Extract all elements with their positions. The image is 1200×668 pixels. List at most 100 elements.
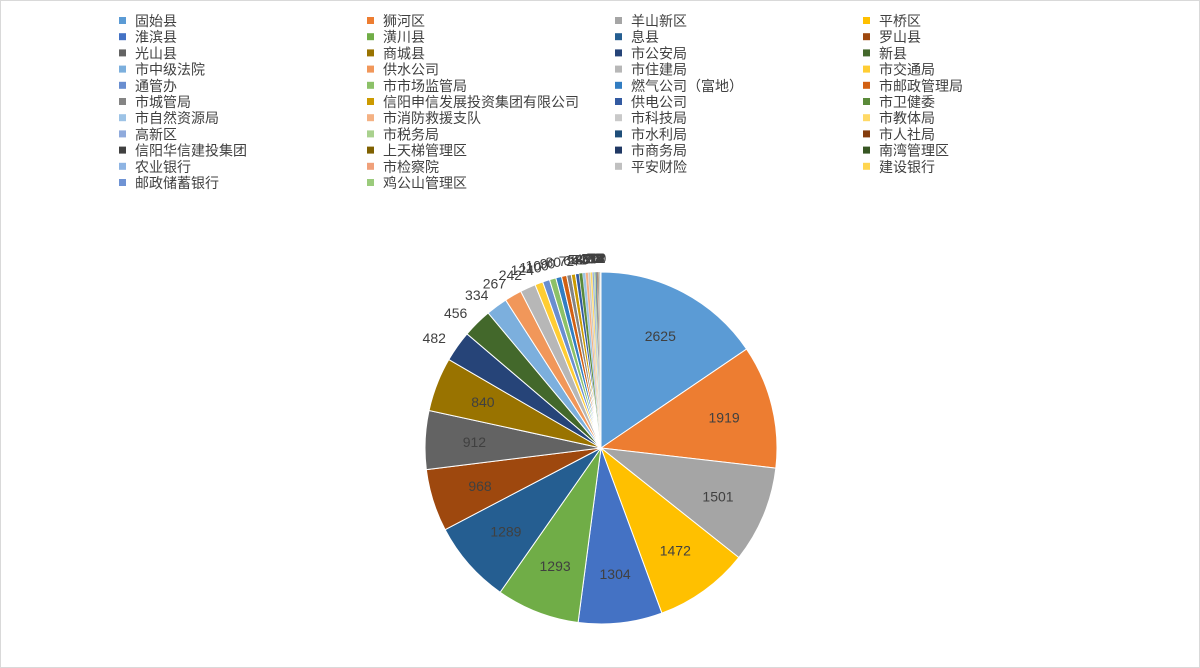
data-label: 1919	[709, 410, 740, 426]
data-label: 2625	[645, 328, 676, 344]
legend-swatch	[119, 146, 126, 154]
legend-label: 市市场监管局	[383, 78, 467, 95]
legend-swatch	[615, 17, 622, 24]
legend-label: 罗山县	[879, 30, 921, 46]
legend-item: 市中级法院	[119, 62, 205, 79]
data-labels: 2625191915011472130412931289968912840482…	[423, 250, 740, 582]
legend-label: 上天梯管理区	[383, 144, 467, 160]
data-label: 22	[586, 250, 602, 266]
legend-label: 农业银行	[135, 160, 191, 176]
legend-label: 供水公司	[383, 63, 439, 79]
data-label: 6	[596, 250, 604, 266]
legend-swatch	[119, 17, 126, 24]
legend-swatch	[367, 146, 374, 154]
legend-swatch	[119, 130, 126, 138]
legend-label: 市科技局	[631, 110, 687, 127]
pie-slice	[599, 348, 778, 469]
legend-swatch	[367, 114, 374, 122]
legend-item: 市自然资源局	[119, 110, 219, 127]
legend-swatch	[119, 65, 126, 73]
data-label: 10	[591, 250, 607, 266]
legend-label: 平安财险	[631, 160, 687, 176]
data-label: 110	[519, 260, 542, 276]
legend-item: 鸡公山管理区	[367, 175, 467, 192]
data-label: 4	[597, 250, 605, 266]
legend-item: 潢川县	[367, 30, 425, 46]
data-label: 1	[597, 250, 605, 266]
legend-swatch	[367, 179, 374, 186]
legend-swatch	[615, 81, 622, 89]
data-label: 1289	[490, 524, 521, 540]
legend-swatch	[119, 98, 126, 105]
legend-item: 信阳华信建投集团	[119, 143, 247, 160]
legend-item: 市消防救援支队	[367, 110, 481, 127]
legend-swatch	[863, 98, 870, 105]
legend-item: 市科技局	[615, 110, 687, 127]
legend-item: 市商务局	[615, 143, 687, 160]
legend-swatch	[863, 49, 870, 57]
legend-label: 市中级法院	[135, 62, 205, 79]
legend-swatch	[615, 49, 622, 57]
legend-item: 淮滨县	[119, 30, 177, 46]
legend-label: 市商务局	[631, 143, 687, 160]
data-label: 26	[585, 250, 601, 266]
legend-item: 邮政储蓄银行	[119, 176, 219, 192]
legend-label: 市邮政管理局	[879, 78, 963, 95]
data-label: 12	[590, 250, 606, 266]
legend-item: 市市场监管局	[367, 78, 467, 95]
data-label: 1293	[540, 558, 571, 574]
legend-swatch	[863, 146, 870, 154]
legend-label: 平桥区	[879, 14, 921, 30]
data-label: 40	[578, 251, 594, 267]
legend-swatch	[367, 49, 374, 57]
legend-label: 商城县	[383, 46, 425, 62]
legend-swatch	[367, 162, 374, 170]
legend-swatch	[863, 130, 870, 138]
legend-label: 光山县	[135, 46, 177, 62]
data-label: 18	[588, 250, 604, 266]
data-label: 456	[444, 305, 468, 321]
data-label: 30	[583, 250, 599, 266]
legend-item: 市税务局	[367, 126, 439, 143]
legend-label: 通管办	[135, 79, 177, 95]
pie-slice	[599, 446, 740, 614]
pie-slices	[424, 271, 778, 625]
legend-item: 市检察院	[367, 159, 439, 176]
data-label: 1	[597, 250, 605, 266]
data-label: 46	[575, 251, 591, 267]
legend-swatch	[119, 114, 126, 122]
data-label: 1472	[660, 543, 691, 559]
legend-item: 平桥区	[863, 14, 921, 30]
legend-item: 市住建局	[615, 62, 687, 79]
legend-item: 市卫健委	[863, 94, 935, 111]
legend-label: 供电公司	[631, 95, 687, 111]
legend-label: 市人社局	[879, 126, 935, 143]
data-label: 58	[568, 252, 584, 268]
legend-item: 平安财险	[615, 160, 687, 176]
legend-swatch	[615, 146, 622, 154]
legend-label: 市检察院	[383, 159, 439, 176]
legend-item: 供水公司	[367, 63, 439, 79]
legend-label: 狮河区	[383, 14, 425, 30]
legend-label: 信阳华信建投集团	[135, 143, 247, 160]
legend-item: 建设银行	[863, 160, 935, 176]
data-label: 1501	[702, 489, 733, 505]
legend-swatch	[863, 114, 870, 122]
data-label: 124	[511, 262, 535, 278]
legend-label: 息县	[631, 29, 659, 46]
legend-label: 邮政储蓄银行	[135, 176, 219, 192]
legend-item: 市交通局	[863, 62, 935, 79]
legend-label: 南湾管理区	[879, 143, 949, 160]
legend-item: 市水利局	[615, 126, 687, 143]
legend-item: 通管办	[119, 79, 177, 95]
legend-item: 市邮政管理局	[863, 78, 963, 95]
data-label: 267	[483, 275, 507, 291]
legend-swatch	[863, 17, 870, 24]
legend-label: 市公安局	[631, 45, 687, 62]
legend-label: 市城管局	[135, 94, 191, 111]
legend-label: 市住建局	[631, 62, 687, 79]
legend-item: 信阳申信发展投资集团有限公司	[367, 94, 579, 111]
legend-swatch	[615, 130, 622, 138]
legend-label: 潢川县	[383, 30, 425, 46]
